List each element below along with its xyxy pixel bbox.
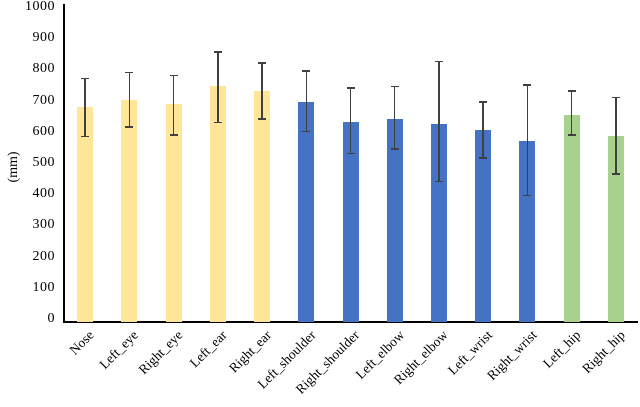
- error-cap-top-right-elbow: [434, 60, 443, 63]
- error-bar-right-hip: [615, 97, 617, 174]
- error-bar-left-ear: [217, 52, 219, 123]
- bar-right-shoulder: [342, 122, 359, 322]
- y-tick-label-200: 200: [32, 248, 55, 264]
- bar-left-ear: [209, 86, 226, 322]
- bar-right-elbow: [430, 123, 447, 322]
- error-cap-bottom-left-ear: [213, 121, 222, 124]
- y-tick-label-800: 800: [32, 61, 55, 77]
- error-bar-left-shoulder: [305, 70, 308, 132]
- error-cap-top-right-ear: [258, 62, 267, 64]
- error-bar-right-eye: [172, 75, 175, 135]
- error-bar-left-wrist: [482, 102, 484, 159]
- error-bar-nose: [84, 78, 86, 137]
- y-tick-label-600: 600: [32, 123, 55, 139]
- y-tick-label-400: 400: [32, 186, 55, 202]
- x-label-nose: Nose: [66, 327, 98, 358]
- error-cap-bottom-left-elbow: [390, 148, 399, 150]
- error-cap-top-nose: [81, 77, 90, 80]
- x-label-left-hip: Left_hip: [540, 327, 584, 371]
- x-label-left-eye: Left_eye: [96, 327, 142, 372]
- error-bar-left-elbow: [393, 86, 396, 149]
- error-bar-right-elbow: [438, 61, 440, 182]
- error-cap-bottom-left-hip: [567, 134, 576, 136]
- bar-nose: [77, 106, 94, 322]
- y-tick-label-300: 300: [32, 217, 55, 233]
- bar-left-shoulder: [298, 102, 315, 322]
- error-cap-bottom-nose: [81, 135, 90, 138]
- x-label-left-ear: Left_ear: [186, 327, 230, 371]
- bar-right-eye: [165, 103, 182, 322]
- error-cap-bottom-left-shoulder: [302, 130, 311, 133]
- bar-left-elbow: [386, 119, 403, 322]
- bar-left-eye: [121, 100, 138, 322]
- x-axis-line: [63, 321, 638, 323]
- error-cap-top-right-wrist: [523, 84, 532, 86]
- error-cap-top-right-hip: [611, 96, 620, 99]
- error-bar-right-wrist: [526, 84, 529, 196]
- error-cap-top-left-wrist: [479, 101, 488, 103]
- error-cap-bottom-right-hip: [611, 173, 620, 175]
- error-cap-top-left-elbow: [390, 85, 399, 88]
- error-cap-bottom-left-wrist: [479, 157, 488, 159]
- error-cap-bottom-right-ear: [258, 118, 267, 120]
- error-cap-top-left-eye: [125, 71, 134, 74]
- y-tick-label-900: 900: [32, 30, 55, 46]
- bar-left-hip: [563, 114, 580, 322]
- bar-right-hip: [607, 136, 624, 322]
- error-cap-top-left-hip: [567, 90, 576, 92]
- bar-right-ear: [254, 91, 271, 322]
- error-cap-bottom-right-eye: [169, 134, 178, 136]
- error-cap-bottom-left-eye: [125, 126, 134, 128]
- y-axis-line: [63, 4, 65, 323]
- error-bar-right-shoulder: [349, 88, 352, 154]
- error-cap-top-right-shoulder: [346, 87, 355, 89]
- plot-area: [63, 0, 638, 322]
- error-cap-bottom-right-wrist: [523, 194, 532, 197]
- bar-left-wrist: [475, 130, 492, 322]
- error-cap-top-right-eye: [169, 74, 178, 77]
- x-label-right-hip: Right_hip: [578, 327, 628, 377]
- bar-right-wrist: [519, 141, 536, 322]
- y-tick-label-0: 0: [47, 311, 55, 326]
- y-tick-label-700: 700: [32, 92, 55, 108]
- x-label-right-eye: Right_eye: [135, 327, 186, 378]
- error-cap-top-left-ear: [213, 51, 222, 53]
- error-cap-bottom-right-shoulder: [346, 152, 355, 155]
- y-tick-label-500: 500: [32, 155, 55, 170]
- y-tick-label-100: 100: [32, 279, 55, 295]
- error-bar-left-eye: [128, 72, 131, 127]
- y-tick-label-1000: 1000: [25, 0, 55, 14]
- error-cap-bottom-right-elbow: [434, 180, 443, 183]
- error-bar-left-hip: [570, 91, 573, 135]
- error-cap-top-left-shoulder: [302, 70, 311, 72]
- error-bar-right-ear: [261, 63, 263, 120]
